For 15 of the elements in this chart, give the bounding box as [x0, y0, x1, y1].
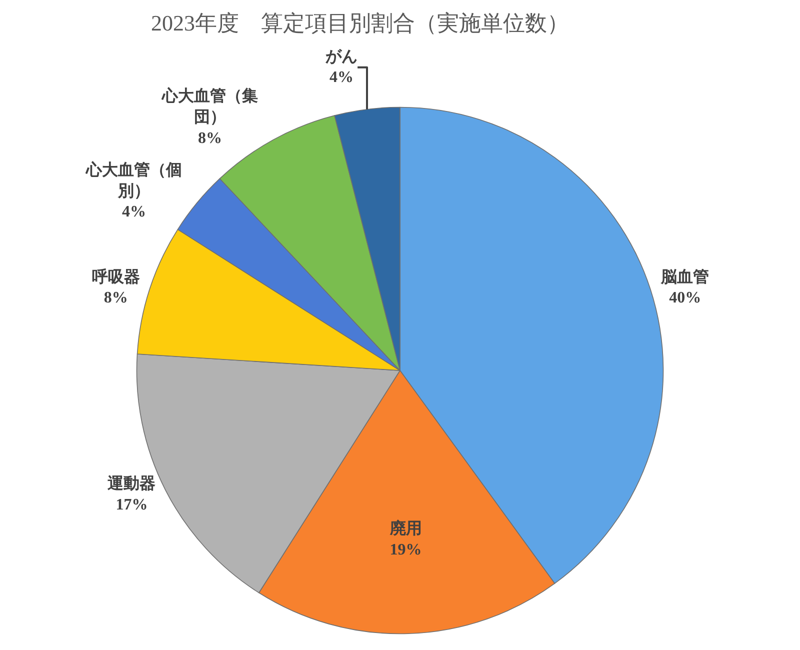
slice-label: 心大血管（個別）: [85, 160, 182, 200]
slice-label: 呼吸器: [92, 268, 140, 286]
data-label: 40%: [669, 290, 702, 307]
data-label: 8%: [104, 290, 128, 307]
slice-label: がん: [324, 48, 358, 66]
data-label: 4%: [330, 69, 354, 86]
slice-label: 運動器: [106, 474, 156, 493]
data-label: 4%: [122, 204, 146, 221]
slice-label: 廃用: [388, 520, 422, 538]
slice-label: 心大血管（集団）: [161, 86, 258, 126]
data-label: 19%: [390, 541, 422, 558]
data-label: 17%: [116, 496, 148, 514]
data-label: 8%: [198, 130, 222, 147]
slice-label: 脳血管: [660, 268, 710, 286]
chart-title: 2023年度 算定項目別割合（実施単位数）: [151, 10, 569, 36]
